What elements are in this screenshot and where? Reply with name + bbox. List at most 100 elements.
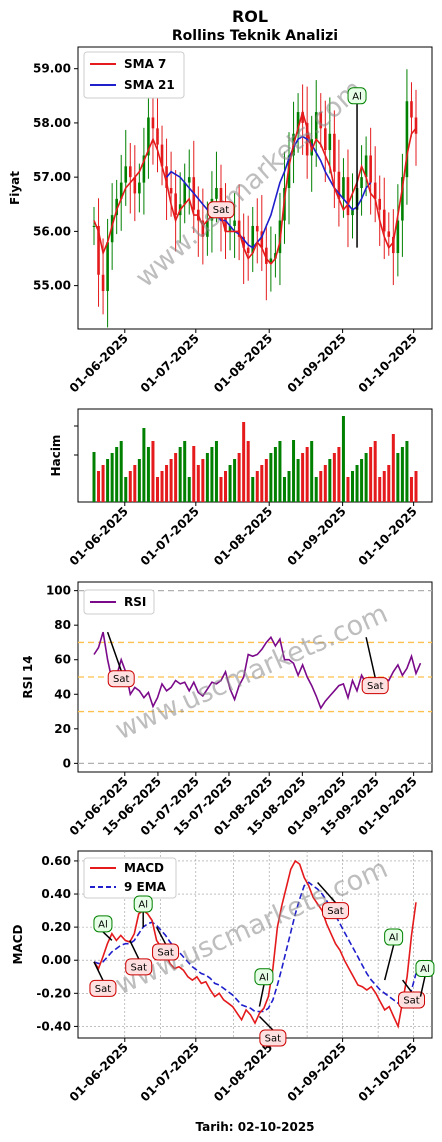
- volume-bar: [183, 441, 187, 502]
- price-candle: [337, 171, 341, 199]
- volume-bar: [151, 441, 155, 502]
- macd-line: [93, 859, 417, 1030]
- price-candle: [160, 144, 164, 167]
- price-candle: [101, 274, 105, 292]
- rsi-ytick-label-2: 40: [54, 687, 71, 701]
- volume-bar: [314, 477, 318, 502]
- volume-bar: [396, 453, 400, 502]
- volume-bar: [382, 471, 386, 502]
- price-candle: [405, 101, 409, 178]
- price-candle: [360, 177, 363, 188]
- macd-annotation-arrow-4: [155, 926, 167, 945]
- price-candle: [119, 182, 123, 199]
- volume-bar: [110, 453, 114, 502]
- macd-annotation-text-5: Al: [259, 972, 269, 983]
- price-candle: [169, 188, 173, 194]
- sma21-line: [165, 135, 372, 249]
- price-candle: [346, 177, 350, 216]
- rsi-annotation-arrow-1: [365, 637, 376, 678]
- rsi-ytick-label-1: 20: [54, 722, 71, 736]
- volume-bar: [373, 441, 377, 502]
- volume-ylabel: Hacim: [49, 435, 63, 477]
- volume-panel: Hacim 01-06-2025 01-07-2025 01-08-2025 01-09…: [49, 408, 433, 568]
- volume-bar: [287, 471, 291, 502]
- macd-ytick-label-0: -0.40: [36, 1019, 71, 1033]
- macd-annotation-text-3: Al: [138, 899, 148, 910]
- volume-x-tick-label-4: 01-10-2025: [356, 504, 420, 568]
- volume-bar: [305, 447, 309, 502]
- macd-annotation-text-0: Sat: [95, 984, 111, 995]
- volume-bar: [169, 459, 173, 502]
- macd-panel: -0.40 -0.20 0.00 0.20 0.40 0.60 MACD 01-06-2025…: [11, 850, 435, 1104]
- price-candle: [206, 220, 209, 237]
- volume-x-tick-label-0: 01-06-2025: [67, 504, 131, 568]
- macd-annotation-arrow-6: [258, 1015, 274, 1031]
- price-ytick-label-3: 58.00: [33, 116, 71, 130]
- price-candle: [92, 225, 96, 227]
- volume-bar: [391, 434, 395, 502]
- macd-ytick-label-1: -0.20: [36, 986, 71, 1000]
- macd-annotation-arrow-0: [93, 961, 104, 981]
- macd-x-tick-label-1: 01-07-2025: [138, 1040, 202, 1104]
- legend-rsi-label: RSI: [124, 595, 146, 609]
- volume-bar: [409, 477, 413, 502]
- macd-annotation-arrow-10: [419, 976, 426, 997]
- volume-bar: [400, 447, 404, 502]
- price-candle: [237, 220, 241, 237]
- volume-bar: [187, 477, 191, 502]
- x-axis-label: Tarih: 02-10-2025: [195, 1120, 314, 1134]
- rsi-annotation-box-1: [361, 677, 389, 695]
- macd-annotation-box-1: [93, 915, 113, 933]
- volume-bar: [178, 447, 182, 502]
- volume-x-tick-label-3: 01-09-2025: [285, 504, 349, 568]
- macd-annotation-arrow-1: [102, 931, 113, 941]
- price-candle: [269, 258, 273, 264]
- price-candle: [115, 198, 118, 216]
- volume-bar: [346, 477, 350, 502]
- volume-bar: [192, 446, 196, 502]
- price-x-tick-label-2: 01-08-2025: [211, 331, 275, 395]
- price-x-tick-label-1: 01-07-2025: [138, 331, 202, 395]
- price-ytick-label-2: 57.00: [33, 170, 71, 184]
- price-candle: [382, 209, 386, 232]
- price-candle: [265, 247, 268, 264]
- sma7-line: [93, 109, 417, 266]
- rsi-ytick-label-4: 80: [54, 618, 71, 632]
- price-annotation-box-1: [347, 87, 367, 105]
- volume-bar: [142, 428, 146, 502]
- chart-subtitle: Rollins Teknik Analizi: [172, 28, 338, 44]
- volume-bar: [323, 465, 327, 502]
- macd-annotation-text-1: Al: [98, 919, 108, 930]
- price-annotation-text-1: Al: [352, 91, 362, 102]
- price-candle: [147, 117, 150, 156]
- macd-ytick-label-2: 0.00: [41, 953, 71, 967]
- price-candle: [242, 236, 245, 248]
- volume-bar: [205, 453, 209, 502]
- macd-annotation-text-10: Al: [420, 964, 430, 975]
- price-candle: [373, 182, 377, 199]
- volume-bar: [332, 453, 336, 502]
- volume-bar: [269, 453, 273, 502]
- volume-bar: [337, 447, 341, 502]
- macd-annotation-box-8: [384, 928, 404, 946]
- volume-bar: [201, 459, 205, 502]
- price-panel: 55.00 56.00 57.00 58.00 59.00 Fiyat 01-06-2025…: [8, 46, 433, 395]
- price-candle: [142, 155, 146, 183]
- price-candle: [319, 112, 323, 129]
- volume-bar: [414, 471, 418, 502]
- volume-bar: [92, 452, 96, 502]
- volume-bar: [364, 453, 368, 502]
- volume-bar: [405, 441, 409, 502]
- macd-annotation-box-9: [398, 991, 426, 1009]
- volume-bar: [101, 465, 105, 502]
- price-x-tick-label-0: 01-06-2025: [67, 331, 131, 395]
- price-candle: [183, 182, 187, 205]
- macd-annotation-arrow-5: [258, 984, 265, 1007]
- price-candle: [97, 225, 100, 275]
- macd-annotation-box-3: [133, 895, 153, 913]
- volume-bar: [328, 459, 332, 502]
- volume-bar: [260, 465, 264, 502]
- volume-bar: [264, 459, 268, 502]
- macd-annotation-text-7: Sat: [327, 906, 343, 917]
- price-candle: [401, 177, 404, 221]
